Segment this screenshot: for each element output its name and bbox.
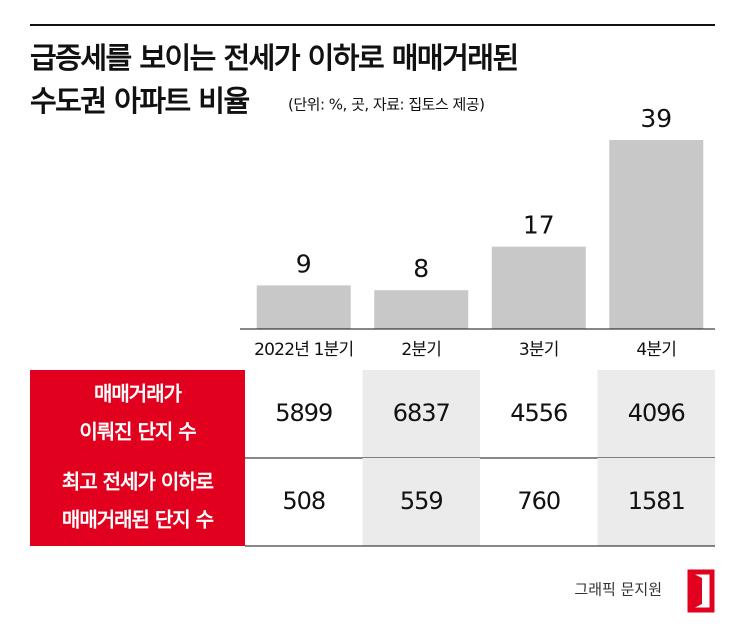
shaded-cell [362,370,480,458]
x-tick-label: 3분기 [519,340,559,360]
credit: 그래픽 문지원 [574,581,662,599]
table-cell: 6837 [393,399,450,427]
table-cell: 4096 [628,399,685,427]
row-header-cell [30,370,245,458]
shaded-cell [597,370,715,458]
chart-title: 급증세를 보이는 전세가 이하로 매매거래된 [30,41,518,75]
shaded-cell [597,458,715,546]
table-cell: 760 [517,487,560,515]
chart-title: 수도권 아파트 비율 [30,84,249,118]
shaded-cell [362,458,480,546]
bar [256,285,351,329]
table-cell: 1581 [628,487,685,515]
table-cell: 559 [400,487,443,515]
bar [374,290,469,329]
row-header: 매매거래된 단지 수 [62,508,214,532]
x-tick-label: 4분기 [636,340,676,360]
row-header: 매매거래가 [94,382,183,406]
value-label: 8 [413,254,429,283]
row-header: 최고 전세가 이하로 [62,470,214,494]
table-cell: 5899 [275,399,332,427]
value-label: 9 [296,249,312,278]
chart-subtitle: (단위: %, 곳, 자료: 집토스 제공) [288,96,484,114]
x-tick-label: 2022년 1분기 [254,340,353,360]
row-header: 이뤄진 단지 수 [79,420,196,444]
x-tick-label: 2분기 [401,340,441,360]
logo [690,572,702,610]
value-label: 17 [523,211,555,240]
table-cell: 508 [282,487,325,515]
value-label: 39 [640,104,672,133]
row-header-cell [30,458,245,546]
table-cell: 4556 [510,399,567,427]
bar [609,140,704,329]
bar [491,246,586,329]
